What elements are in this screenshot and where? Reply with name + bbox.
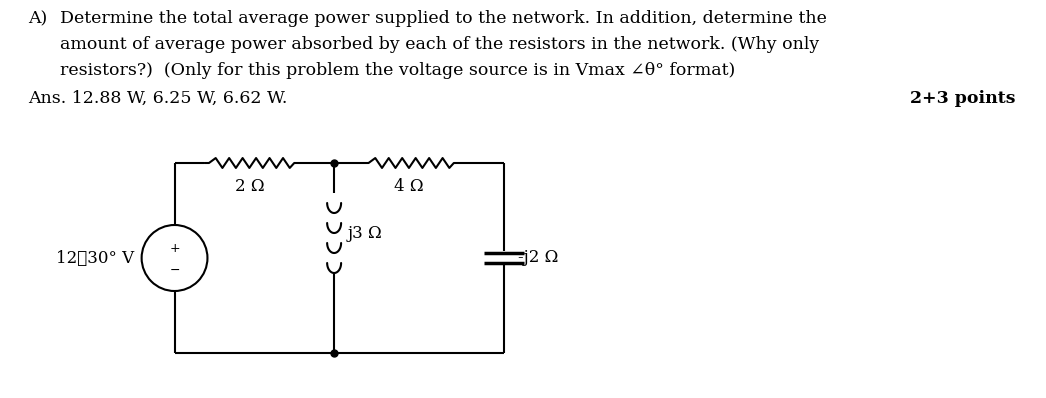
Text: resistors?)  (Only for this problem the voltage source is in Vmax ∠θ° format): resistors?) (Only for this problem the v… — [60, 62, 735, 79]
Text: 2 Ω: 2 Ω — [234, 178, 265, 195]
Text: -j2 Ω: -j2 Ω — [518, 250, 558, 267]
Text: amount of average power absorbed by each of the resistors in the network. (Why o: amount of average power absorbed by each… — [60, 36, 819, 53]
Text: −: − — [169, 263, 180, 277]
Text: +: + — [169, 242, 180, 254]
Text: Determine the total average power supplied to the network. In addition, determin: Determine the total average power suppli… — [60, 10, 826, 27]
Text: Ans. 12.88 W, 6.25 W, 6.62 W.: Ans. 12.88 W, 6.25 W, 6.62 W. — [28, 90, 288, 107]
Text: 12∰30° V: 12∰30° V — [55, 250, 134, 267]
Text: 4 Ω: 4 Ω — [394, 178, 424, 195]
Text: 2+3 points: 2+3 points — [910, 90, 1016, 107]
Text: A): A) — [28, 10, 47, 27]
Text: j3 Ω: j3 Ω — [348, 224, 383, 242]
